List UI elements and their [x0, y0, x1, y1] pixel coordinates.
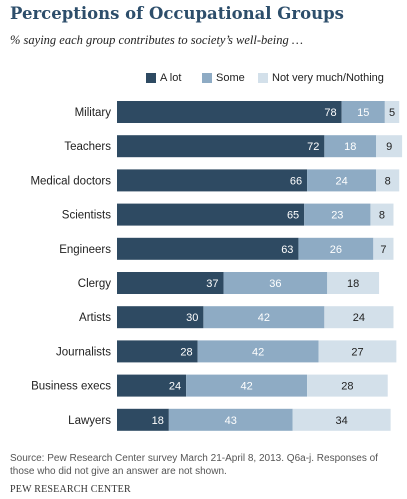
category-label-scientists: Scientists	[62, 210, 111, 222]
bar-engineers-some	[298, 237, 374, 260]
bar-artists-a-lot	[117, 306, 204, 329]
data-label-engineers-not-very-much-nothing: 7	[380, 244, 386, 256]
bar-military-not-very-much-nothing	[384, 101, 400, 123]
source-line-1: Source: Pew Research Center survey March…	[10, 453, 378, 464]
data-label-clergy-not-very-much-nothing: 18	[347, 278, 359, 290]
data-label-military-a-lot: 78	[324, 107, 336, 119]
legend-item-a-lot: A lot	[146, 71, 181, 85]
data-label-military-not-very-much-nothing: 5	[389, 107, 395, 119]
legend-label-not-very-much: Not very much/Nothing	[272, 72, 384, 84]
chart-title: Perceptions of Occupational Groups	[10, 4, 344, 23]
bar-engineers-not-very-much-nothing	[373, 237, 394, 260]
bar-medical-doctors-not-very-much-nothing	[376, 169, 400, 192]
data-label-medical-doctors-not-very-much-nothing: 8	[385, 175, 391, 187]
data-label-scientists-some: 23	[331, 210, 343, 222]
data-label-lawyers-not-very-much-nothing: 34	[336, 415, 348, 427]
data-label-lawyers-some: 43	[225, 415, 237, 427]
bar-teachers-some	[324, 135, 377, 158]
legend-swatch-some	[202, 73, 212, 83]
data-label-journalists-not-very-much-nothing: 27	[351, 346, 363, 358]
bar-artists-some	[203, 306, 325, 329]
data-label-artists-not-very-much-nothing: 24	[353, 312, 365, 324]
bar-clergy-not-very-much-nothing	[327, 272, 380, 294]
source-line-2: those who did not give an answer are not…	[10, 466, 227, 477]
legend-swatch-not-very-much	[258, 73, 268, 83]
bar-clergy-some	[223, 272, 328, 294]
credit-line: PEW RESEARCH CENTER	[10, 484, 131, 495]
data-label-artists-some: 42	[258, 312, 270, 324]
category-label-artists: Artists	[79, 312, 111, 324]
bar-military-a-lot	[117, 101, 342, 123]
bar-lawyers-a-lot	[117, 408, 169, 431]
bar-medical-doctors-some	[307, 169, 377, 192]
data-label-journalists-some: 42	[252, 346, 264, 358]
data-label-teachers-some: 18	[344, 141, 356, 153]
category-label-engineers: Engineers	[59, 244, 111, 256]
category-label-business-execs: Business execs	[31, 381, 111, 393]
category-label-teachers: Teachers	[64, 141, 111, 153]
data-label-journalists-a-lot: 28	[180, 346, 192, 358]
bar-scientists-not-very-much-nothing	[370, 203, 394, 226]
bar-business-execs-a-lot	[117, 374, 187, 397]
bar-teachers-not-very-much-nothing	[376, 135, 403, 158]
chart-subtitle: % saying each group contributes to socie…	[10, 33, 304, 47]
bar-medical-doctors-a-lot	[117, 169, 308, 192]
category-label-journalists: Journalists	[56, 346, 111, 358]
category-label-military: Military	[75, 107, 112, 119]
bar-military-some	[341, 101, 385, 123]
data-label-military-some: 15	[357, 107, 369, 119]
source-note: Source: Pew Research Center survey March…	[10, 452, 402, 478]
bar-journalists-a-lot	[117, 340, 198, 363]
legend-swatch-a-lot	[146, 73, 156, 83]
bar-journalists-some	[197, 340, 319, 363]
bar-journalists-not-very-much-nothing	[318, 340, 397, 363]
data-label-business-execs-a-lot: 24	[169, 381, 181, 393]
bar-lawyers-not-very-much-nothing	[292, 408, 391, 431]
bar-business-execs-not-very-much-nothing	[307, 374, 388, 397]
legend-item-some: Some	[202, 71, 245, 85]
bar-scientists-a-lot	[117, 203, 305, 226]
data-label-lawyers-a-lot: 18	[152, 415, 164, 427]
bar-artists-not-very-much-nothing	[324, 306, 394, 329]
legend-label-a-lot: A lot	[160, 72, 182, 84]
bar-business-execs-some	[186, 374, 308, 397]
data-label-clergy-a-lot: 37	[206, 278, 218, 290]
bar-lawyers-some	[168, 408, 293, 431]
data-label-scientists-not-very-much-nothing: 8	[379, 210, 385, 222]
data-label-teachers-a-lot: 72	[307, 141, 319, 153]
legend-label-some: Some	[216, 72, 245, 84]
bar-clergy-a-lot	[117, 272, 224, 294]
category-label-lawyers: Lawyers	[68, 415, 111, 427]
category-label-medical-doctors: Medical doctors	[30, 175, 111, 187]
data-label-engineers-some: 26	[330, 244, 342, 256]
bar-scientists-some	[304, 203, 371, 226]
data-label-business-execs-some: 42	[240, 381, 252, 393]
legend-item-not-very-much: Not very much/Nothing	[258, 71, 384, 85]
data-label-business-execs-not-very-much-nothing: 28	[341, 381, 353, 393]
bar-engineers-a-lot	[117, 237, 299, 260]
category-label-clergy: Clergy	[78, 278, 111, 290]
data-label-clergy-some: 36	[269, 278, 281, 290]
bar-teachers-a-lot	[117, 135, 325, 158]
data-label-scientists-a-lot: 65	[287, 210, 299, 222]
data-label-medical-doctors-some: 24	[336, 175, 348, 187]
data-label-teachers-not-very-much-nothing: 9	[386, 141, 392, 153]
data-label-engineers-a-lot: 63	[281, 244, 293, 256]
data-label-medical-doctors-a-lot: 66	[290, 175, 302, 187]
data-label-artists-a-lot: 30	[186, 312, 198, 324]
